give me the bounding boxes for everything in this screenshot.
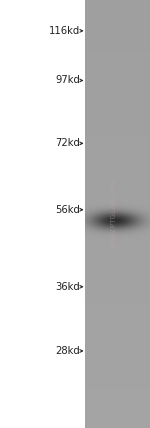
Text: 72kd: 72kd (55, 138, 80, 149)
Text: 116kd: 116kd (49, 26, 80, 36)
Text: 56kd: 56kd (55, 205, 80, 215)
Text: 36kd: 36kd (56, 282, 80, 292)
Text: WWW.PTGLAB.COM: WWW.PTGLAB.COM (111, 179, 117, 249)
Text: 28kd: 28kd (56, 346, 80, 356)
Text: 97kd: 97kd (55, 75, 80, 86)
